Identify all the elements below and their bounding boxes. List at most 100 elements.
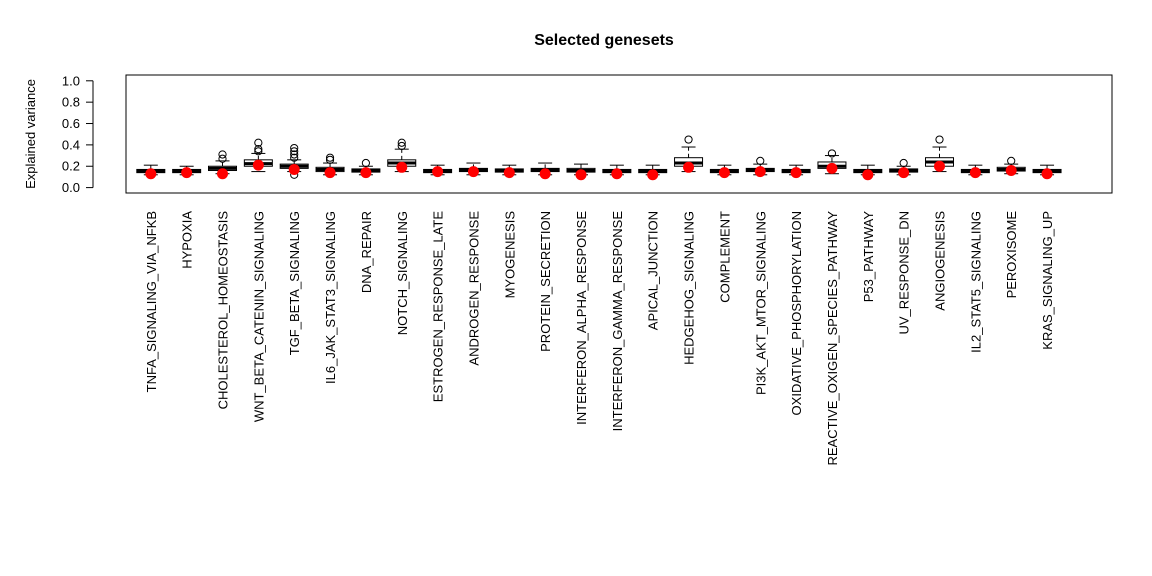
box-12 [566, 163, 596, 181]
box-9 [458, 162, 488, 178]
y-tick-label: 1.0 [62, 73, 80, 88]
category-label: INTERFERON_ALPHA_RESPONSE [574, 211, 589, 425]
highlight-point [898, 167, 910, 179]
highlight-point [145, 168, 157, 180]
y-tick-label: 0.4 [62, 137, 80, 152]
box-13 [602, 164, 632, 180]
outlier-point [361, 158, 370, 168]
box-11 [530, 162, 560, 180]
outlier-point [325, 153, 335, 162]
highlight-point [252, 159, 264, 171]
box-3 [243, 138, 273, 173]
box-18 [781, 164, 811, 179]
highlight-point [432, 166, 444, 178]
box-8 [423, 164, 453, 178]
y-axis-label: Explained variance [23, 79, 38, 189]
outlier-point [290, 143, 299, 153]
category-label: WNT_BETA_CATENIN_SIGNALING [251, 211, 266, 422]
box-23 [960, 164, 990, 179]
outlier-point [827, 149, 837, 158]
highlight-point [647, 169, 659, 181]
outlier-point [397, 138, 406, 147]
category-label: P53_PATHWAY [861, 211, 876, 303]
highlight-point [324, 167, 336, 179]
box-6 [351, 158, 381, 179]
highlight-point [826, 162, 838, 174]
category-label: CHOLESTEROL_HOMEOSTASIS [216, 211, 231, 410]
highlight-point [1005, 165, 1017, 177]
outlier-point [397, 141, 406, 151]
outlier-point [254, 138, 263, 147]
outlier-point [899, 158, 908, 168]
box-2 [208, 150, 237, 180]
y-axis: 0.0 0.2 0.4 0.6 0.8 1.0 [62, 73, 94, 195]
category-label: PROTEIN_SECRETION [538, 211, 553, 352]
outlier-point [756, 156, 765, 165]
category-label: ESTROGEN_RESPONSE_LATE [431, 211, 446, 403]
category-label: TGF_BETA_SIGNALING [287, 211, 302, 355]
category-labels: TNFA_SIGNALING_VIA_NFKB HYPOXIA CHOLESTERO… [144, 211, 1055, 466]
category-label: TNFA_SIGNALING_VIA_NFKB [144, 211, 159, 392]
category-label: APICAL_JUNCTION [646, 211, 661, 330]
outlier-point [254, 147, 263, 156]
outlier-point [684, 135, 693, 144]
category-label: PI3K_AKT_MTOR_SIGNALING [753, 211, 768, 395]
highlight-point [288, 163, 300, 175]
box-10 [494, 164, 524, 179]
highlight-point [503, 167, 515, 179]
box-4 [279, 143, 309, 179]
box-21 [889, 158, 919, 179]
category-label: DNA_REPAIR [359, 211, 374, 293]
outlier-point [1007, 156, 1016, 165]
y-tick-label: 0.2 [62, 159, 80, 174]
category-label: COMPLEMENT [717, 211, 732, 303]
outlier-point [254, 145, 263, 154]
highlight-point [575, 169, 587, 181]
highlight-point [539, 168, 551, 180]
box-0 [136, 164, 166, 180]
box-24 [996, 156, 1026, 177]
outlier-point [325, 155, 335, 164]
category-label: MYOGENESIS [502, 211, 517, 299]
highlight-point [718, 167, 730, 179]
category-label: KRAS_SIGNALING_UP [1040, 211, 1055, 350]
box-7 [387, 138, 417, 173]
highlight-point [360, 167, 372, 179]
chart-title: Selected genesets [534, 32, 674, 49]
category-label: NOTCH_SIGNALING [395, 211, 410, 335]
outlier-point [290, 147, 299, 156]
box-15 [674, 135, 704, 173]
outlier-point [935, 135, 944, 144]
category-label: REACTIVE_OXIGEN_SPECIES_PATHWAY [825, 211, 840, 466]
outlier-point [218, 154, 227, 163]
highlight-point [754, 166, 766, 178]
category-label: OXIDATIVE_PHOSPHORYLATION [789, 211, 804, 415]
category-label: HYPOXIA [180, 211, 195, 269]
highlight-point [611, 168, 623, 180]
category-label: ANGIOGENESIS [933, 211, 948, 311]
y-tick-label: 0.8 [62, 95, 80, 110]
box-20 [853, 164, 883, 181]
category-label: UV_RESPONSE_DN [897, 211, 912, 335]
highlight-point [790, 167, 802, 179]
outlier-point [218, 150, 227, 159]
highlight-point [181, 167, 193, 179]
category-label: PEROXISOME [1004, 211, 1019, 299]
plot-frame [125, 74, 1113, 194]
category-label: INTERFERON_GAMMA_RESPONSE [610, 211, 625, 432]
box-5 [315, 153, 345, 179]
highlight-point [969, 167, 981, 179]
highlight-point [934, 160, 945, 172]
box-17 [745, 156, 775, 178]
box-19 [817, 149, 847, 175]
highlight-point [217, 168, 228, 180]
category-label: HEDGEHOG_SIGNALING [682, 211, 697, 365]
box-22 [925, 135, 954, 173]
highlight-point [683, 161, 695, 173]
box-1 [172, 165, 202, 179]
outlier-point [290, 150, 299, 159]
highlight-point [467, 166, 479, 178]
box-25 [1032, 164, 1062, 180]
outlier-point [290, 153, 299, 162]
